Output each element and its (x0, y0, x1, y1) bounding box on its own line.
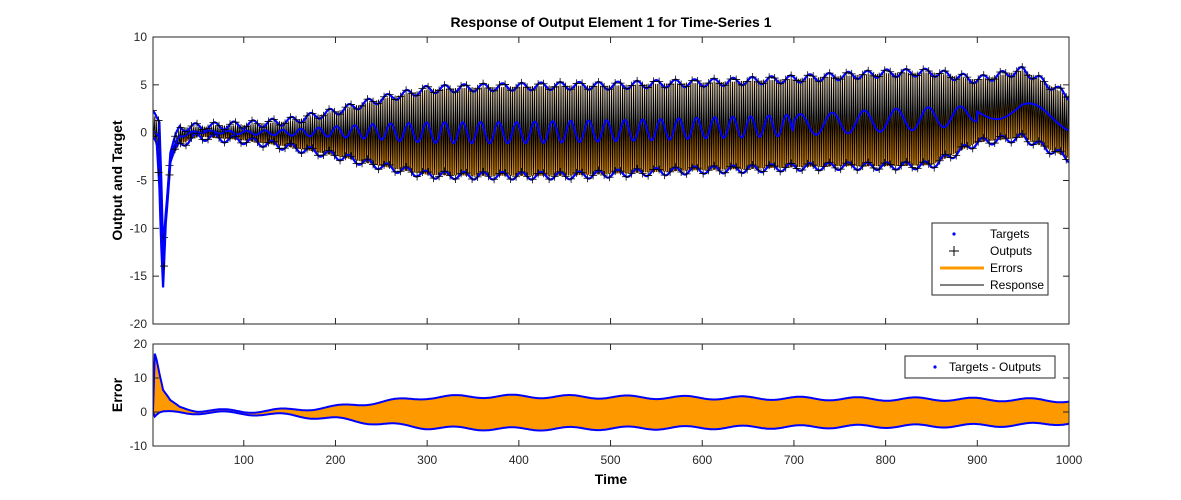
legend-label: Response (990, 278, 1044, 292)
ytick-label: 5 (140, 78, 147, 92)
error-trace-lo (153, 410, 1069, 432)
outputs-lo (153, 129, 1069, 271)
xtick-label: 400 (509, 453, 529, 467)
y-axis-label: Output and Target (109, 120, 125, 241)
ytick-label: 0 (140, 126, 147, 140)
error-trace-up (153, 353, 1069, 414)
ytick-label: -15 (130, 269, 148, 283)
chart-title: Response of Output Element 1 for Time-Se… (450, 14, 771, 30)
xtick-label: 300 (417, 453, 437, 467)
ytick-label: -5 (136, 174, 147, 188)
legend-marker-outputs (949, 246, 959, 256)
ytick-label: -20 (130, 317, 148, 331)
ytick-label: 20 (134, 337, 148, 351)
ytick-label: 10 (134, 371, 148, 385)
xtick-label: 1000 (1056, 453, 1083, 467)
top-axes: -20 -15 -10 -5 0 5 10 Response of Output Elemen… (109, 14, 1070, 331)
plot-content (153, 353, 1069, 432)
bottom-axes: -10 0 10 20 100 200 300 400 500 600 700 800 900 1000 E… (109, 337, 1083, 487)
ytick-label: 0 (140, 405, 147, 419)
legend-label: Targets (990, 227, 1029, 241)
xtick-label: 700 (784, 453, 804, 467)
legend-marker-targets (952, 232, 956, 236)
ytick-label: -10 (130, 439, 148, 453)
y-axis-label: Error (109, 377, 125, 412)
plot-content (153, 63, 1069, 288)
xtick-label: 100 (234, 453, 254, 467)
ytick-label: 10 (134, 30, 148, 44)
error-fill (153, 353, 1069, 431)
legend-label: Errors (990, 261, 1023, 275)
targets-lo (153, 132, 1069, 288)
targets-center (153, 102, 1069, 270)
legend-box (904, 355, 1056, 379)
xtick-label: 600 (692, 453, 712, 467)
outputs-up (153, 63, 1069, 242)
xtick-label: 800 (876, 453, 896, 467)
legend-box (931, 222, 1049, 296)
legend-label: Targets - Outputs (949, 360, 1041, 374)
targets-up (153, 66, 1069, 250)
xtick-label: 200 (325, 453, 345, 467)
ytick-label: -10 (130, 221, 148, 235)
legend-label: Outputs (990, 244, 1032, 258)
xtick-label: 500 (601, 453, 621, 467)
xtick-label: 900 (967, 453, 987, 467)
legend-marker-targets-outputs (933, 365, 937, 369)
x-axis-label: Time (595, 471, 628, 487)
